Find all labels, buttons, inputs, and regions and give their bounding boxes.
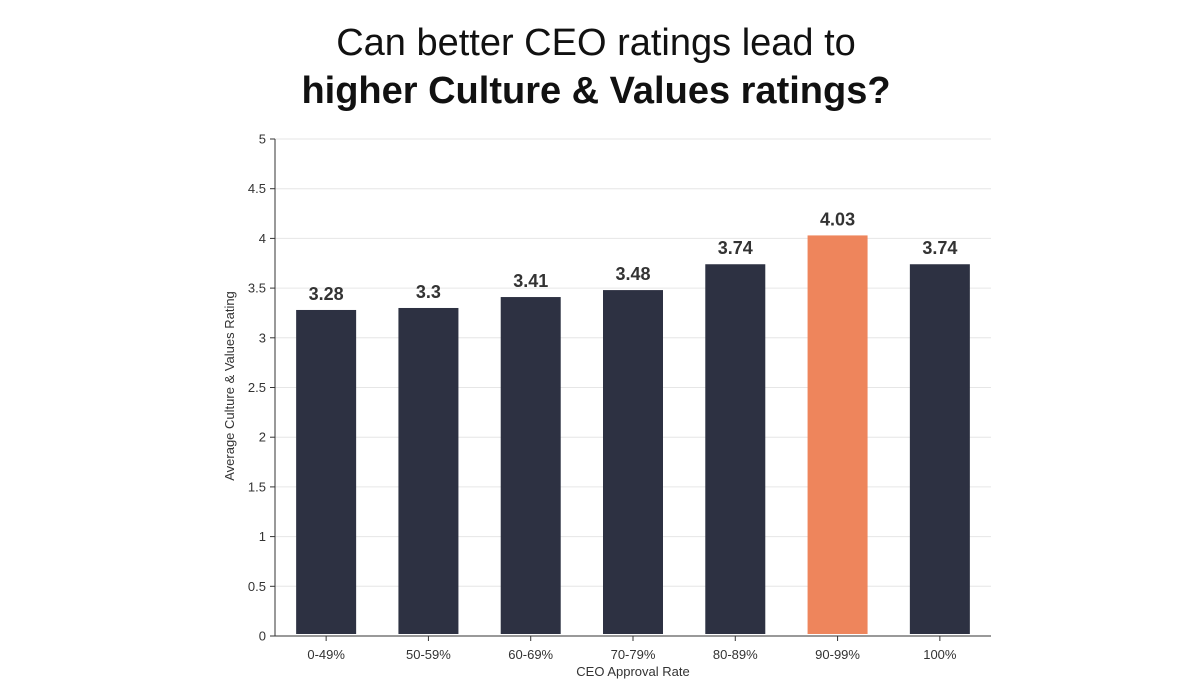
y-axis-title: Average Culture & Values Rating bbox=[222, 291, 237, 481]
x-tick-label: 0-49% bbox=[307, 647, 345, 662]
x-tick-label: 50-59% bbox=[406, 647, 451, 662]
bar-70-79pct bbox=[603, 290, 663, 634]
chart-title-line2: higher Culture & Values ratings? bbox=[301, 70, 891, 112]
y-tick-label: 4.5 bbox=[248, 181, 266, 196]
y-tick-label: 2 bbox=[259, 430, 266, 445]
y-tick-label: 1 bbox=[259, 529, 266, 544]
y-tick-label: 1.5 bbox=[248, 479, 266, 494]
bar-60-69pct bbox=[500, 297, 561, 634]
y-tick-label: 4 bbox=[259, 231, 266, 246]
axes: 0 0.5 1 1.5 2 2.5 3 3.5 4 4.5 5 0-49% 50-59% 60-69% 70… bbox=[248, 132, 991, 662]
data-label: 3.28 bbox=[309, 284, 344, 304]
bar-90-99pct bbox=[807, 235, 868, 634]
y-tick-label: 2.5 bbox=[248, 380, 266, 395]
bar-80-89pct bbox=[705, 264, 766, 634]
bar-50-59pct bbox=[398, 307, 459, 634]
data-label: 3.74 bbox=[922, 238, 957, 258]
x-tick-label: 100% bbox=[923, 647, 957, 662]
x-tick-label: 70-79% bbox=[611, 647, 656, 662]
y-tick-label: 5 bbox=[259, 132, 266, 147]
chart-title-line1: Can better CEO ratings lead to bbox=[336, 22, 856, 64]
data-label: 3.3 bbox=[416, 282, 441, 302]
x-tick-label: 90-99% bbox=[815, 647, 860, 662]
bar-100pct bbox=[909, 264, 970, 634]
data-label: 4.03 bbox=[820, 209, 855, 229]
bars: 3.28 3.3 3.41 3.48 3.74 4.03 3.74 bbox=[296, 209, 970, 634]
data-label: 3.74 bbox=[718, 238, 753, 258]
y-tick-label: 0.5 bbox=[248, 579, 266, 594]
x-axis-title: CEO Approval Rate bbox=[576, 664, 689, 679]
bar-0-49pct bbox=[296, 309, 357, 634]
y-tick-label: 0 bbox=[259, 629, 266, 644]
x-tick-label: 60-69% bbox=[508, 647, 553, 662]
data-label: 3.48 bbox=[615, 264, 650, 284]
y-tick-label: 3.5 bbox=[248, 281, 266, 296]
x-tick-label: 80-89% bbox=[713, 647, 758, 662]
y-tick-label: 3 bbox=[259, 330, 266, 345]
data-label: 3.41 bbox=[513, 271, 548, 291]
